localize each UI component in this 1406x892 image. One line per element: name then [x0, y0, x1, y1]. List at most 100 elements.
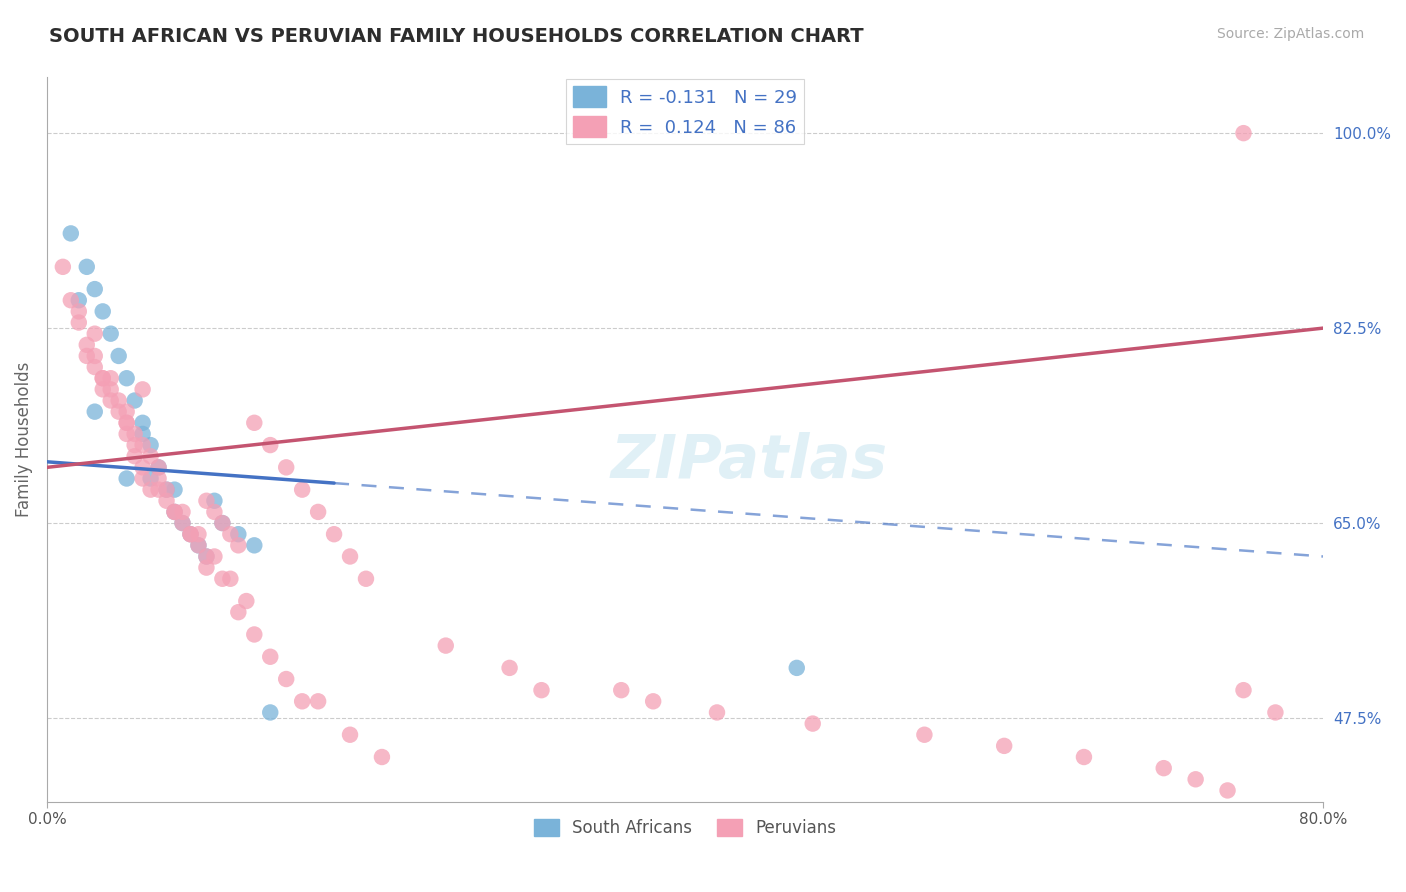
Point: [148, 483, 170, 497]
Y-axis label: Family Households: Family Households: [15, 362, 32, 517]
Point: [172, 505, 194, 519]
Point: [243, 627, 266, 641]
Point: [339, 549, 361, 564]
Point: [172, 516, 194, 530]
Point: [91, 304, 114, 318]
Point: [107, 393, 129, 408]
Point: [610, 683, 633, 698]
Point: [115, 471, 138, 485]
Point: [115, 371, 138, 385]
Point: [67, 293, 90, 308]
Point: [131, 383, 153, 397]
Point: [1264, 706, 1286, 720]
Point: [59, 293, 82, 308]
Point: [139, 449, 162, 463]
Point: [115, 404, 138, 418]
Point: [259, 706, 281, 720]
Point: [155, 483, 177, 497]
Point: [148, 460, 170, 475]
Point: [211, 516, 233, 530]
Point: [100, 393, 122, 408]
Point: [52, 260, 75, 274]
Point: [243, 416, 266, 430]
Point: [83, 282, 105, 296]
Text: SOUTH AFRICAN VS PERUVIAN FAMILY HOUSEHOLDS CORRELATION CHART: SOUTH AFRICAN VS PERUVIAN FAMILY HOUSEHO…: [49, 27, 863, 45]
Point: [202, 549, 225, 564]
Point: [339, 728, 361, 742]
Point: [498, 661, 520, 675]
Point: [115, 426, 138, 441]
Point: [115, 416, 138, 430]
Point: [219, 527, 242, 541]
Point: [259, 438, 281, 452]
Point: [211, 516, 233, 530]
Point: [139, 483, 162, 497]
Point: [100, 371, 122, 385]
Point: [163, 505, 186, 519]
Point: [163, 505, 186, 519]
Point: [124, 393, 146, 408]
Point: [219, 572, 242, 586]
Point: [83, 360, 105, 375]
Point: [131, 416, 153, 430]
Point: [276, 672, 298, 686]
Point: [1153, 761, 1175, 775]
Point: [131, 460, 153, 475]
Point: [228, 527, 250, 541]
Point: [100, 383, 122, 397]
Point: [179, 527, 201, 541]
Point: [187, 527, 209, 541]
Point: [139, 438, 162, 452]
Point: [131, 426, 153, 441]
Point: [228, 538, 250, 552]
Point: [155, 493, 177, 508]
Point: [115, 416, 138, 430]
Point: [131, 471, 153, 485]
Point: [993, 739, 1015, 753]
Point: [124, 426, 146, 441]
Point: [83, 326, 105, 341]
Point: [195, 549, 218, 564]
Point: [187, 538, 209, 552]
Point: [67, 316, 90, 330]
Point: [179, 527, 201, 541]
Point: [148, 460, 170, 475]
Point: [76, 338, 98, 352]
Point: [124, 449, 146, 463]
Point: [195, 493, 218, 508]
Point: [59, 227, 82, 241]
Point: [354, 572, 377, 586]
Point: [323, 527, 346, 541]
Point: [139, 471, 162, 485]
Point: [100, 326, 122, 341]
Point: [1232, 126, 1254, 140]
Point: [91, 383, 114, 397]
Point: [131, 438, 153, 452]
Point: [291, 694, 314, 708]
Point: [163, 483, 186, 497]
Text: ZIPatlas: ZIPatlas: [610, 432, 887, 491]
Point: [195, 560, 218, 574]
Point: [259, 649, 281, 664]
Point: [211, 572, 233, 586]
Point: [76, 349, 98, 363]
Point: [155, 483, 177, 497]
Point: [243, 538, 266, 552]
Point: [124, 438, 146, 452]
Point: [912, 728, 935, 742]
Text: Source: ZipAtlas.com: Source: ZipAtlas.com: [1216, 27, 1364, 41]
Point: [276, 460, 298, 475]
Point: [83, 349, 105, 363]
Point: [1232, 683, 1254, 698]
Point: [1184, 772, 1206, 787]
Point: [67, 304, 90, 318]
Point: [801, 716, 824, 731]
Point: [434, 639, 457, 653]
Point: [163, 505, 186, 519]
Point: [91, 371, 114, 385]
Point: [187, 538, 209, 552]
Point: [107, 349, 129, 363]
Point: [371, 750, 394, 764]
Point: [235, 594, 257, 608]
Point: [83, 404, 105, 418]
